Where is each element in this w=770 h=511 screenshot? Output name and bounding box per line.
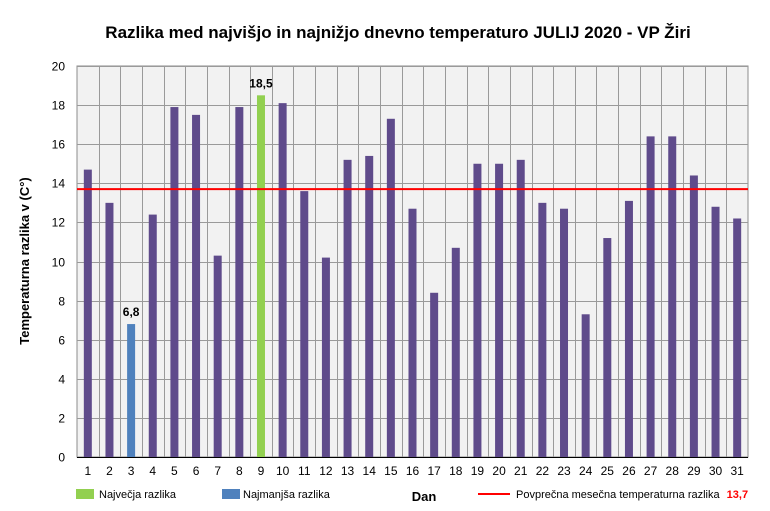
legend-min-text: Najmanjša razlika (243, 489, 331, 501)
x-tick-label: 13 (341, 464, 355, 478)
y-tick-label: 20 (52, 60, 66, 74)
legend-average-label: Povprečna mesečna temperaturna razlika (516, 489, 720, 501)
y-tick-label: 18 (52, 99, 66, 113)
bar-day-29 (689, 175, 698, 458)
vertical-gridlines (99, 66, 727, 457)
bar-day-31 (733, 218, 742, 457)
bar-day-18 (451, 247, 460, 457)
bar-day-3 (127, 324, 136, 457)
x-axis-label: Dan (412, 489, 437, 504)
y-tick-label: 2 (58, 412, 65, 426)
x-tick-label: 23 (557, 464, 571, 478)
x-tick-label: 3 (128, 464, 135, 478)
bar-day-20 (495, 163, 504, 457)
bar-day-19 (473, 163, 482, 457)
bar-day-13 (343, 159, 352, 457)
x-tick-label: 4 (149, 464, 156, 478)
x-tick-label: 27 (644, 464, 658, 478)
x-tick-label: 20 (492, 464, 506, 478)
x-tick-label: 8 (236, 464, 243, 478)
y-tick-label: 14 (52, 177, 66, 191)
y-axis-ticks: 0 2 4 6 8 10 12 14 16 18 20 (52, 60, 66, 465)
x-tick-label: 14 (363, 464, 377, 478)
y-tick-label: 4 (58, 373, 65, 387)
x-tick-label: 2 (106, 464, 113, 478)
bar-day-21 (516, 159, 525, 457)
bar-day-15 (386, 118, 395, 457)
x-tick-label: 15 (384, 464, 398, 478)
bar-day-16 (408, 208, 417, 457)
x-tick-label: 5 (171, 464, 178, 478)
y-tick-label: 0 (58, 451, 65, 465)
bar-day-6 (192, 114, 201, 457)
x-tick-label: 28 (666, 464, 680, 478)
bar-day-7 (213, 255, 222, 457)
y-axis-label: Temperaturna razlika v (C°) (17, 177, 32, 345)
bar-day-5 (170, 107, 179, 458)
x-tick-label: 22 (536, 464, 550, 478)
x-tick-label: 6 (193, 464, 200, 478)
legend-average-value: 13,7 (727, 489, 748, 501)
y-tick-label: 12 (52, 216, 66, 230)
y-tick-label: 10 (52, 256, 66, 270)
min-value-label: 6,8 (123, 305, 140, 319)
x-tick-label: 17 (427, 464, 441, 478)
x-tick-label: 1 (84, 464, 91, 478)
bar-day-30 (711, 206, 720, 457)
x-tick-label: 24 (579, 464, 593, 478)
bar-day-4 (148, 214, 157, 457)
chart-title: Razlika med najvišjo in najnižjo dnevno … (105, 23, 690, 42)
bar-day-28 (668, 136, 677, 457)
bar-day-14 (365, 155, 374, 457)
x-tick-label: 10 (276, 464, 290, 478)
bar-day-2 (105, 202, 114, 457)
x-tick-label: 9 (258, 464, 265, 478)
x-tick-label: 30 (709, 464, 723, 478)
legend-max-text: Največja razlika (99, 489, 177, 501)
x-axis-ticks: 1 2 3 4 5 6 7 8 9 10 11 12 13 14 15 16 17 18 19 20 21 22 23 24 2… (84, 464, 744, 478)
y-tick-label: 6 (58, 334, 65, 348)
bar-day-27 (646, 136, 655, 457)
x-tick-label: 31 (730, 464, 744, 478)
bar-day-9 (256, 95, 265, 457)
x-tick-label: 25 (601, 464, 615, 478)
y-tick-label: 16 (52, 138, 66, 152)
x-tick-label: 21 (514, 464, 528, 478)
bar-day-8 (235, 107, 244, 458)
bar-day-22 (538, 202, 547, 457)
bar-day-23 (560, 208, 569, 457)
x-tick-label: 19 (471, 464, 485, 478)
y-tick-label: 8 (58, 295, 65, 309)
bar-day-10 (278, 103, 287, 458)
bar-day-11 (300, 191, 309, 457)
x-tick-label: 18 (449, 464, 463, 478)
x-tick-label: 7 (214, 464, 221, 478)
bars-group (83, 95, 742, 458)
x-tick-label: 16 (406, 464, 420, 478)
x-tick-label: 12 (319, 464, 333, 478)
bar-day-26 (624, 200, 633, 457)
x-tick-label: 29 (687, 464, 701, 478)
bar-day-25 (603, 238, 612, 457)
bar-day-1 (83, 169, 92, 458)
max-value-label: 18,5 (249, 76, 273, 90)
bar-day-17 (430, 292, 439, 457)
x-tick-label: 11 (298, 464, 311, 478)
legend-average-text: Povprečna mesečna temperaturna razlika 1… (516, 489, 748, 501)
bar-day-24 (581, 314, 590, 457)
legend-min-swatch (222, 489, 240, 499)
x-tick-label: 26 (622, 464, 636, 478)
bar-day-12 (321, 257, 330, 457)
legend-max-swatch (76, 489, 94, 499)
